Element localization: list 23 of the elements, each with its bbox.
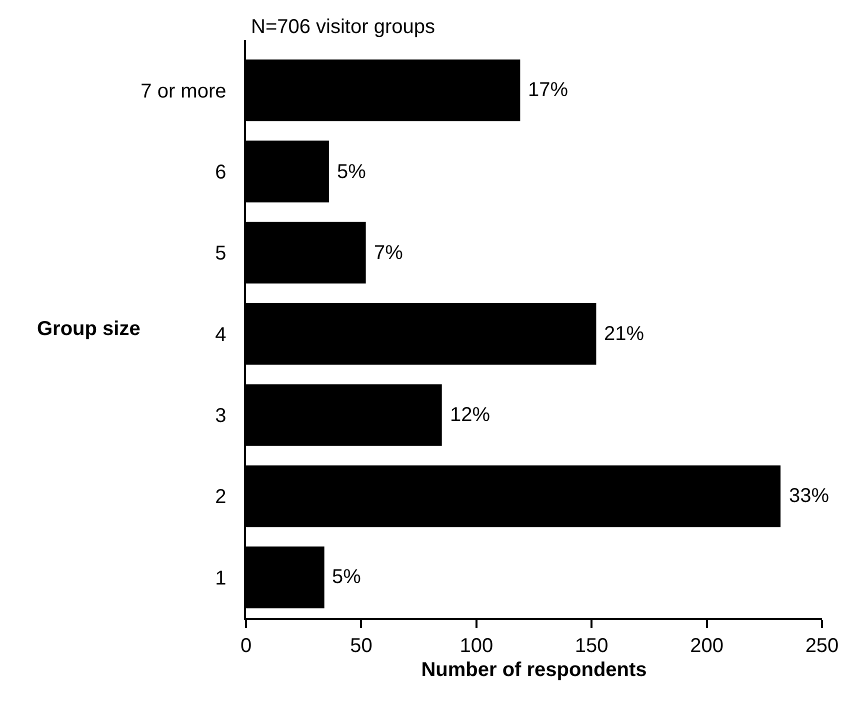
y-axis-title: Group size [37, 318, 140, 340]
y-tick-label: 2 [215, 486, 226, 508]
chart-title: N=706 visitor groups [251, 16, 435, 38]
annotation: 5% [332, 566, 362, 588]
annotation: 17% [528, 79, 568, 101]
annotation: 7% [374, 242, 404, 264]
y-tick-label: 5 [215, 242, 226, 265]
annotation: 21% [604, 323, 644, 345]
y-tick-label: 4 [215, 324, 226, 346]
y-tick-label: 6 [215, 162, 226, 184]
x-tick-label: 150 [574, 634, 608, 657]
x-axis-title: Number of respondents [421, 658, 647, 681]
x-tick-label: 200 [690, 634, 724, 657]
annotation: 5% [337, 161, 366, 183]
y-tick-label: 1 [215, 567, 226, 590]
y-tick-label: 7 or more [140, 80, 226, 102]
annotation: 12% [450, 404, 490, 426]
x-tick-label: 250 [805, 634, 839, 657]
x-tick-label: 50 [350, 634, 372, 657]
annotation: 33% [789, 485, 830, 507]
x-tick-label: 100 [460, 634, 494, 657]
x-tick-label: 0 [240, 634, 252, 657]
y-tick-label: 3 [215, 405, 226, 428]
